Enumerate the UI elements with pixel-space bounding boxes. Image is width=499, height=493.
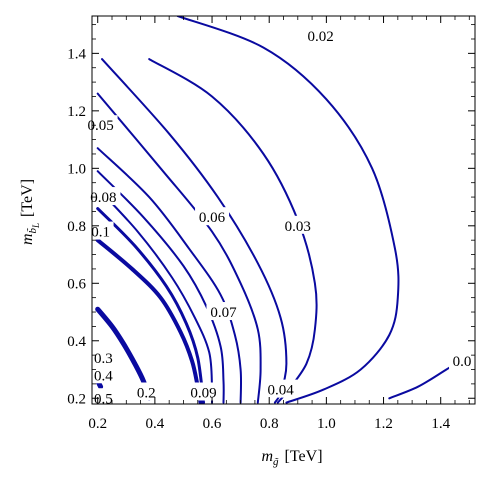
contour-label-bg [86,187,121,206]
contour-label: 0.06 [199,210,226,226]
x-tick-label: 0.2 [88,416,107,432]
contour-line-0-06-4 [96,147,243,404]
contour-label: 0.07 [210,305,237,321]
contour-label: 0.04 [268,383,295,399]
contour-label: 0.2 [137,386,156,402]
contour-label: 0.4 [94,368,113,384]
contour-label: 0.09 [190,386,216,402]
y-tick-label: 1.4 [67,46,86,62]
y-axis-ticks: 0.2 0.4 0.6 0.8 1.0 1.2 1.4 [67,24,475,407]
x-tick-label: 0.8 [260,416,279,432]
contour-label: 0.3 [94,351,113,367]
contour-label: 0.05 [87,118,113,134]
contour-label-bg [303,26,338,45]
y-tick-label: 0.2 [67,391,86,407]
x-tick-label: 1.2 [374,416,393,432]
contour-label-bg [263,379,298,398]
x-tick-label: 0.4 [146,416,165,432]
contour-label-bg [449,350,475,369]
contour-line-0-02-0 [176,16,400,404]
x-tick-label: 0.6 [203,416,222,432]
y-tick-label: 0.4 [67,334,86,350]
y-tick-label: 1.2 [67,104,86,120]
x-tick-label: 1.0 [317,416,336,432]
contour-label: 0.02 [308,29,334,45]
contour-label-bg [133,382,160,401]
y-axis-label: mb̃L[TeV] [19,179,41,245]
contour-line-0-07-5 [96,170,225,404]
contour-label-bg [90,388,117,407]
contour-label-bg [186,382,221,401]
contour-label-bg [90,348,117,367]
contour-labels: 0.02 0.03 0.04 0.05 0.06 0.07 0.08 0.09 0.1 0.2 0.… [83,26,475,407]
y-tick-label: 0.8 [67,219,86,235]
x-tick-label: 1.4 [431,416,450,432]
contour-label: 0.1 [91,225,110,241]
contour-line-0-05-3 [96,92,262,404]
contour-line-0-09-7 [96,207,205,404]
contour-label: 0.5 [94,391,113,407]
contour-label: 0.03 [285,219,311,235]
x-axis-label: mg̃ [TeV] [261,448,322,468]
contour-label: 0.0 [453,354,472,370]
contour-label-bg [195,207,230,226]
contour-label: 0.08 [90,190,116,206]
contour-label-bg [90,365,117,384]
y-tick-label: 1.0 [67,161,86,177]
contour-label-bg [206,302,241,321]
x-axis-ticks: 0.2 0.4 0.6 0.8 1.0 1.2 1.4 [88,16,470,432]
contour-label-bg [280,215,315,234]
y-tick-label: 0.6 [67,276,86,292]
